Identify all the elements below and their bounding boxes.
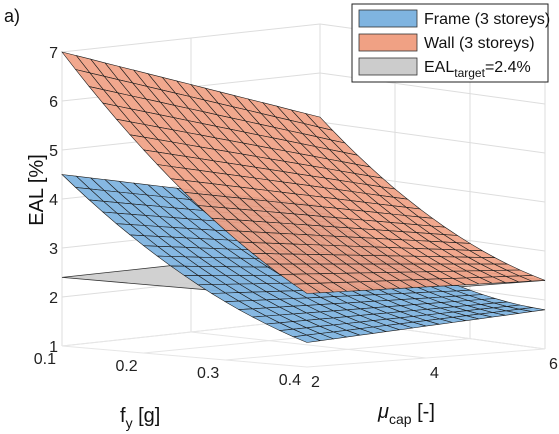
z-tick-label: 7 bbox=[49, 45, 58, 62]
legend-swatch-wall bbox=[358, 33, 418, 52]
z-tick-label: 1 bbox=[49, 339, 58, 356]
x-tick-label: 6 bbox=[549, 356, 558, 373]
legend-target-main: EAL bbox=[424, 59, 454, 76]
x-axis-label-main: μ bbox=[377, 401, 389, 423]
z-tick-label: 4 bbox=[49, 192, 58, 209]
x-axis-label-unit: [-] bbox=[412, 401, 435, 423]
z-tick-label: 2 bbox=[49, 290, 58, 307]
grid-line-z bbox=[319, 121, 546, 154]
y-tick-label: 0.1 bbox=[34, 351, 56, 368]
frame-surface-patch bbox=[292, 334, 322, 343]
legend-target-sub: target bbox=[454, 66, 485, 80]
z-tick-label: 3 bbox=[49, 241, 58, 258]
y-tick-label: 0.4 bbox=[279, 372, 301, 389]
grid-line-x bbox=[190, 331, 427, 359]
y-tick-label: 0.2 bbox=[115, 358, 137, 375]
legend-entry-target: EALtarget=2.4% bbox=[424, 59, 531, 80]
x-axis-label-sub: cap bbox=[389, 411, 412, 427]
panel-label: a) bbox=[4, 6, 20, 26]
y-axis-label-main: f bbox=[120, 405, 126, 427]
z-tick-label: 6 bbox=[49, 94, 58, 111]
grid-line-y bbox=[225, 338, 471, 361]
grid-line-y bbox=[306, 348, 546, 368]
x-tick-label: 2 bbox=[311, 374, 320, 391]
wall-surface-patch bbox=[292, 283, 322, 294]
legend-target-tail: =2.4% bbox=[485, 59, 531, 76]
x-tick-label: 4 bbox=[430, 365, 439, 382]
z-axis-label: EAL [%] bbox=[26, 154, 48, 226]
grid-line-x bbox=[61, 345, 308, 368]
wall-surface bbox=[61, 51, 546, 294]
legend: Frame (3 storeys) Wall (3 storeys) EALta… bbox=[351, 3, 550, 83]
legend-entry-frame: Frame (3 storeys) bbox=[424, 11, 550, 28]
surface-layer bbox=[61, 51, 546, 343]
legend-swatch-frame bbox=[358, 9, 418, 28]
legend-swatch-target bbox=[358, 57, 418, 76]
y-tick-label: 0.3 bbox=[197, 365, 219, 382]
y-axis-label-unit: [g] bbox=[133, 405, 161, 427]
tick-layer: 1 2 3 4 5 6 7 0.1 0.2 0.3 0.4 2 4 6 bbox=[34, 45, 558, 391]
legend-entry-wall: Wall (3 storeys) bbox=[424, 35, 535, 52]
y-axis-label: fy [g] bbox=[120, 405, 160, 431]
z-tick-label: 5 bbox=[49, 143, 58, 160]
x-axis-label: μcap [-] bbox=[377, 401, 435, 427]
y-axis-label-sub: y bbox=[126, 415, 133, 431]
